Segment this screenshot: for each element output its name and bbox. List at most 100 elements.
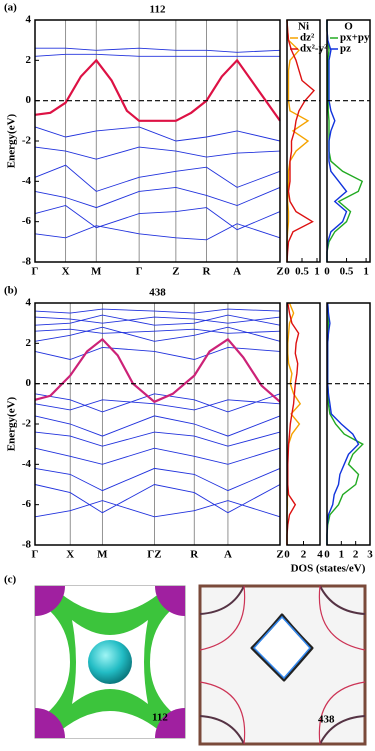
band [34,126,281,142]
gamma-pocket [88,640,132,684]
x-tick-label: 2 [353,549,359,561]
band [34,415,281,437]
x-tick-label: M [91,266,102,278]
y-tick-label: 0 [26,377,32,389]
band [34,346,281,360]
band [34,393,281,413]
y-tick-label: -6 [22,498,32,510]
band [34,316,281,324]
plot-frame [286,19,321,263]
plot-frame [34,19,281,263]
band [34,308,281,314]
plot-frame [326,302,371,546]
x-tick-label: A [233,266,241,278]
x-tick-label: Z [276,266,283,278]
band [34,314,281,326]
x-tick-label: 1 [363,266,369,278]
band [34,326,281,342]
y-axis-label: Energy(eV) [6,113,18,168]
corner-pocket [155,708,185,738]
x-tick-label: 0 [324,266,330,278]
y-tick-label: -8 [22,256,32,268]
y-tick-label: 2 [26,54,32,66]
legend-label: pz [340,43,351,55]
x-tick-label: 1 [339,549,345,561]
band [34,399,281,411]
legend-label: px+py [340,32,370,44]
corner-pocket [155,586,185,616]
y-tick-label: -2 [22,418,32,430]
band [34,223,281,241]
x-tick-label: X [62,266,70,278]
dos-curve [286,19,310,262]
legend-title: O [344,21,353,33]
band [34,164,281,192]
dos-curve [326,302,360,545]
x-tick-label: Γ [32,266,39,278]
plot-frame [34,302,281,546]
fermi-surface-438: 438 [198,584,367,746]
x-tick-label: X [66,549,74,561]
band [34,447,281,465]
band [34,484,281,514]
corner-sheet [199,585,366,745]
plot-frame [326,19,371,263]
x-tick-label: 0.5 [340,266,354,278]
panel-label: (a) [4,2,17,14]
x-tick-label: 1 [314,266,320,278]
x-tick-label: R [203,266,212,278]
band [34,328,281,334]
diamond-sheet [252,615,311,680]
x-tick-label: Z [172,266,179,278]
y-tick-label: -8 [22,539,32,551]
band [34,58,281,122]
band [34,186,281,209]
corner-pocket [35,708,65,738]
y-tick-label: -4 [22,458,32,470]
y-tick-label: 4 [26,297,32,309]
panel-c-label: 112 [152,712,168,724]
x-tick-label: A [224,549,232,561]
x-tick-label: 0.5 [295,266,309,278]
band [34,53,280,57]
y-tick-label: -4 [22,175,32,187]
x-tick-label: Γ [136,266,143,278]
panel-c-label: 438 [318,714,335,726]
y-tick-label: 4 [26,14,32,26]
x-tick-label: Z [276,549,283,561]
dos-curve [326,302,364,545]
y-tick-label: 0 [26,94,32,106]
x-tick-label: 0 [284,266,290,278]
x-tick-label: R [190,549,199,561]
band [35,47,281,53]
panel-label: (b) [4,285,18,297]
x-tick-label: 3 [367,549,373,561]
x-tick-label: M [97,549,108,561]
dos-curve [326,20,348,262]
y-axis-label: Energy(eV) [6,396,18,451]
x-tick-label: ΓZ [147,549,161,561]
band [34,431,281,447]
band [34,146,281,160]
y-tick-label: -2 [22,135,32,147]
dos-curve [286,302,300,545]
legend-title: Ni [298,21,309,33]
chart-title: 112 [150,4,166,16]
panel-label: (c) [4,574,17,586]
x-tick-label: 0 [284,549,290,561]
x-tick-label: Γ [32,549,39,561]
chart-title: 438 [149,287,166,299]
dos-curve [326,20,364,262]
legend-label: dz² [300,32,315,44]
x-tick-label: 0 [324,549,330,561]
fermi-surface-112: 112 [34,585,186,739]
x-axis-label: DOS (states/eV) [291,563,366,575]
band [34,467,281,492]
x-tick-label: 4 [317,549,323,561]
x-tick-label: 2 [301,549,307,561]
dos-curve [286,19,316,263]
y-tick-label: 2 [26,337,32,349]
y-tick-label: -6 [22,215,32,227]
corner-pocket [35,586,65,616]
